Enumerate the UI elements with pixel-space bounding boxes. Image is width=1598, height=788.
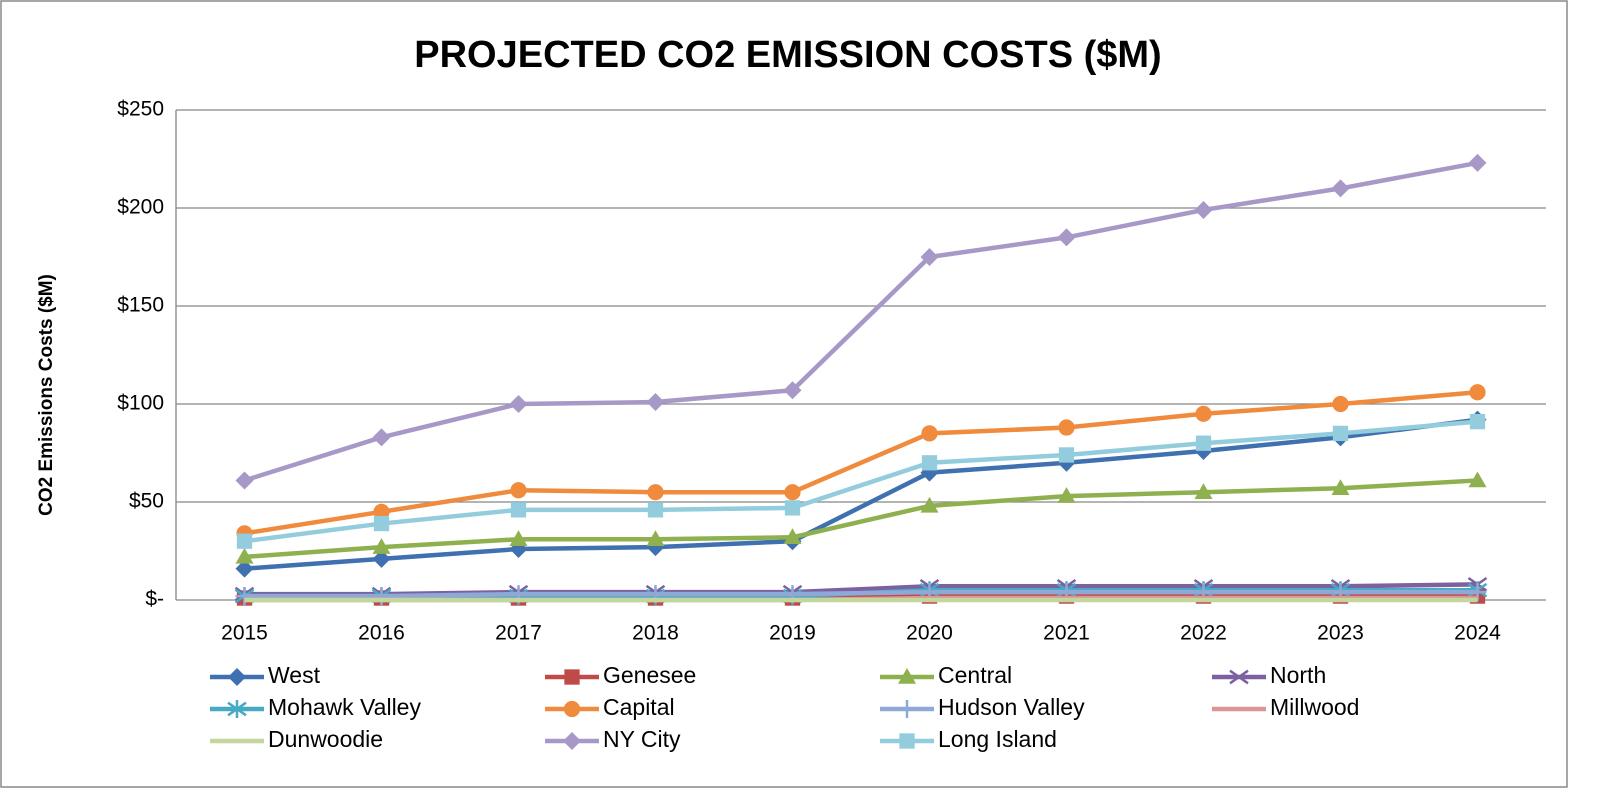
data-point [236,533,253,549]
data-point [1469,413,1486,430]
data-point [1194,483,1213,499]
series-line [244,419,1478,544]
legend-marker [899,733,915,749]
data-point [920,248,939,266]
data-point [1195,435,1212,451]
x-tick-label: 2016 [358,622,405,645]
x-tick-label: 2023 [1317,622,1364,645]
data-point [373,515,390,532]
data-point [921,455,938,471]
legend-label: Millwood [1270,694,1359,720]
data-point [784,484,801,501]
legend-marker [228,668,246,686]
chart-title: PROJECTED CO2 EMISSION COSTS ($M) [414,34,1161,76]
series-line [244,478,1478,560]
x-tick-label: 2020 [906,622,953,645]
legend-label: NY City [603,726,681,752]
y-tick-label: $150 [117,294,164,317]
x-tick-label: 2015 [221,622,268,645]
legend-label: Central [938,662,1012,688]
x-tick-label: 2024 [1454,622,1501,645]
y-tick-label: $50 [129,490,164,513]
legend-label: Capital [603,694,675,720]
data-point [646,393,665,412]
data-point [647,502,664,518]
data-point [510,502,527,518]
legend-label: Genesee [603,662,696,688]
data-point [1468,471,1487,488]
series-line [244,589,1478,599]
data-point [373,503,390,520]
data-point [510,482,527,499]
data-point [235,559,254,578]
data-point [1331,479,1350,496]
data-point [1469,384,1486,401]
data-point [646,530,665,546]
data-point [1057,228,1076,247]
legend-label: Long Island [938,726,1057,752]
x-tick-label: 2021 [1043,622,1090,645]
y-tick-label: $250 [117,98,164,121]
data-point [1057,487,1076,503]
legend-marker [563,700,581,718]
y-tick-label: $100 [117,392,164,415]
data-point [509,395,528,413]
series-line [244,389,1478,536]
legend-marker [898,700,916,718]
x-tick-label: 2022 [1180,622,1227,645]
data-point [783,381,802,400]
y-axis-title: CO2 Emissions Costs ($M) [36,274,57,516]
x-tick-label: 2018 [632,622,679,645]
data-point [509,530,528,546]
legend-marker [227,700,247,718]
data-point [647,484,664,501]
data-point [1058,447,1075,463]
legend-label: West [268,662,321,688]
data-point [1332,425,1349,442]
data-point [921,425,938,442]
data-point [1195,405,1212,422]
data-point [372,428,391,447]
legend-marker [563,732,581,750]
data-point [1058,419,1075,436]
x-tick-label: 2019 [769,622,816,645]
legend-label: Mohawk Valley [268,694,421,720]
data-point [235,547,254,564]
legend-marker [564,669,580,685]
data-point [235,471,254,490]
legend-label: Hudson Valley [938,694,1085,720]
y-tick-label: $200 [117,196,164,219]
data-point [920,496,939,513]
legend-label: North [1270,662,1326,688]
data-point [1332,395,1349,413]
data-point [1468,153,1487,172]
data-point [1331,179,1350,198]
data-point [372,549,391,568]
x-tick-label: 2017 [495,622,542,645]
legend-marker [1229,669,1249,685]
data-point [372,538,391,554]
legend-marker [898,668,916,684]
data-point [784,500,801,516]
data-point [783,528,802,545]
data-point [1194,200,1213,219]
series-line [244,417,1478,571]
series-line [243,160,1478,483]
y-tick-label: $- [145,588,164,611]
legend-label: Dunwoodie [268,726,383,752]
